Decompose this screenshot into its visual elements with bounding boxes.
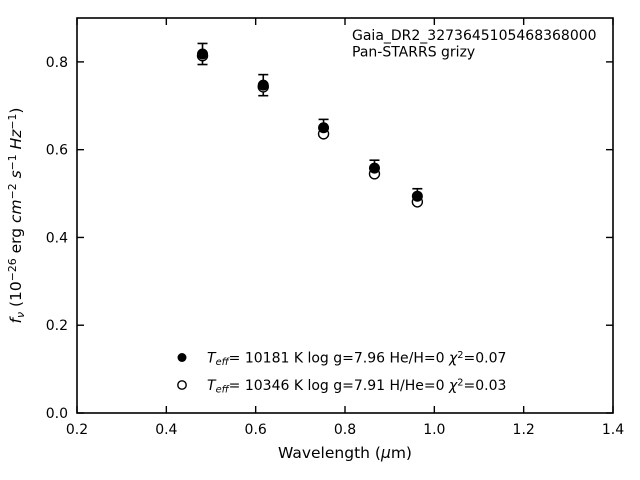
legend-marker-filled-circle [177, 353, 187, 362]
text-segment: =0.03 [464, 378, 507, 394]
annotation-line: Pan-STARRS grizy [352, 45, 475, 61]
x-axis-label: Wavelength (μm) [278, 444, 412, 462]
x-tick-label: 0.6 [245, 422, 267, 438]
y-tick-label: 0.6 [46, 143, 68, 159]
text-segment: eff [216, 357, 230, 368]
filled-data-point [197, 48, 209, 60]
filled-data-point [411, 190, 423, 202]
text-segment: T [207, 351, 217, 367]
text-segment: m) [391, 444, 412, 462]
tick-labels: 0.2 0.4 0.6 0.8 1.0 1.2 1.40.00.20.40.60.8 [46, 55, 624, 438]
text-segment: erg [7, 223, 25, 258]
legend: Teff= 10181 K log g=7.96 He/H=0 χ2=0.07T… [177, 350, 506, 396]
open-model-points [196, 50, 424, 208]
y-tick-label: 0.2 [46, 318, 68, 334]
text-segment: χ [448, 351, 458, 367]
text-segment: s [7, 170, 25, 178]
text-segment: −2 [6, 183, 19, 199]
text-segment: =0.07 [464, 351, 507, 367]
filled-data-points [197, 48, 423, 202]
y-tick-label: 0.8 [46, 55, 68, 71]
text-segment: −1 [6, 114, 19, 130]
y-tick-label: 0.4 [46, 230, 68, 246]
filled-data-point [368, 162, 380, 174]
y-tick-label: 0.0 [46, 406, 68, 422]
text-segment: cm [7, 199, 25, 223]
x-tick-label: 1.2 [513, 422, 535, 438]
text-segment: ν [14, 312, 27, 318]
x-tick-label: 1.4 [602, 422, 624, 438]
legend-entry-text: Teff= 10181 K log g=7.96 He/H=0 χ2=0.07 [207, 350, 506, 368]
text-segment: μ [380, 444, 391, 462]
text-segment: 2 [457, 350, 463, 361]
x-tick-label: 1.0 [423, 422, 445, 438]
text-segment: T [207, 378, 217, 394]
text-segment: Hz [7, 129, 25, 150]
text-segment: ) [7, 108, 25, 114]
text-segment: eff [216, 385, 230, 396]
x-tick-label: 0.8 [334, 422, 356, 438]
text-segment: −1 [6, 154, 19, 170]
x-tick-label: 0.4 [155, 422, 177, 438]
text-segment: −26 [6, 258, 19, 281]
x-tick-label: 0.2 [66, 422, 88, 438]
legend-marker-open-circle [177, 380, 187, 390]
text-segment: (10 [7, 281, 25, 312]
filled-data-point [257, 79, 269, 91]
annotation-line: Gaia_DR2_3273645105468368000 [352, 28, 597, 44]
text-segment: Wavelength ( [278, 444, 381, 462]
legend-entry-text: Teff= 10346 K log g=7.91 H/He=0 χ2=0.03 [207, 377, 506, 395]
axis-ticks [76, 18, 614, 414]
y-axis-label: fν (10−26 erg cm−2 s−1 Hz−1) [6, 108, 27, 324]
error-bars [197, 42, 423, 205]
text-segment: f [7, 315, 25, 323]
text-segment: 2 [457, 377, 463, 388]
filled-data-point [318, 122, 330, 134]
text-segment: χ [448, 378, 458, 394]
text-segment: = 10346 K log g=7.91 H/He=0 [229, 378, 449, 394]
text-segment: = 10181 K log g=7.96 He/H=0 [229, 351, 449, 367]
